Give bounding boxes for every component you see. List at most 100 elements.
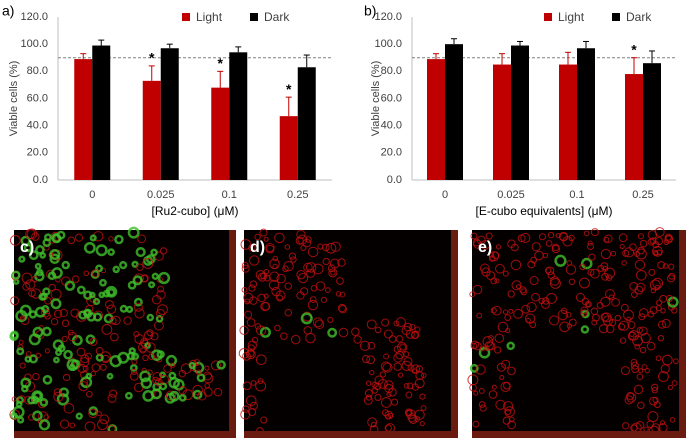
x-tick-label: 0.025 (147, 189, 175, 201)
cell (240, 239, 252, 250)
cell (89, 234, 97, 242)
legend-label: Dark (626, 10, 652, 24)
cell (19, 315, 25, 321)
cell (90, 370, 96, 377)
cell (263, 293, 269, 299)
cell (590, 228, 599, 237)
cell (195, 369, 202, 376)
error-bar (433, 53, 439, 60)
cell (673, 358, 679, 365)
cell (655, 355, 662, 362)
cell (420, 405, 427, 411)
cell (61, 335, 68, 342)
cell (652, 249, 659, 256)
cell (241, 264, 250, 273)
cell (119, 304, 128, 313)
cell (485, 232, 493, 240)
cell (269, 258, 280, 270)
cell (469, 363, 479, 373)
cell (152, 371, 162, 382)
cell (101, 323, 113, 335)
cell (337, 258, 346, 267)
cell (635, 421, 645, 430)
cell (109, 389, 118, 398)
cell (666, 274, 675, 283)
cell (140, 377, 153, 389)
cell (472, 238, 481, 247)
cell (504, 406, 515, 417)
cell (23, 243, 33, 253)
cell (658, 371, 669, 383)
y-tick-label: 60.0 (381, 92, 402, 104)
cell (28, 250, 39, 261)
cell (245, 349, 256, 360)
cell (671, 380, 678, 387)
cell (168, 371, 177, 380)
cell (371, 381, 378, 388)
cell (67, 332, 78, 342)
cell (288, 252, 297, 260)
cell (529, 276, 539, 286)
cell (488, 390, 498, 399)
cell (626, 391, 635, 401)
cell (608, 294, 615, 301)
cell (396, 342, 408, 353)
cell (261, 301, 271, 311)
cell (638, 313, 646, 321)
cell (534, 250, 544, 261)
cell (254, 233, 261, 241)
x-tick-label: 0.25 (632, 189, 653, 201)
cell (479, 263, 490, 274)
cell (107, 394, 117, 403)
x-axis-label: [Ru2-cubo] (μM) (152, 204, 239, 218)
cell (246, 318, 256, 327)
cell (619, 243, 625, 250)
cell (53, 309, 63, 319)
cell (600, 248, 612, 260)
cell (526, 301, 537, 313)
cell (525, 317, 531, 324)
legend-swatch (544, 13, 552, 21)
cell (151, 349, 163, 361)
cell (146, 313, 155, 322)
cell (631, 291, 638, 298)
cell (647, 310, 655, 318)
cell (131, 260, 139, 268)
cell (243, 292, 254, 303)
cell (499, 375, 505, 381)
cell (114, 234, 124, 245)
cell (478, 388, 485, 394)
cell (61, 260, 70, 270)
cell (568, 318, 577, 327)
cell (48, 283, 56, 292)
cell (107, 248, 115, 256)
cell (544, 267, 552, 274)
side-strip (451, 230, 458, 438)
cell (579, 263, 586, 271)
cell (274, 324, 281, 332)
cell (591, 319, 598, 326)
y-tick-label: 40.0 (381, 120, 402, 132)
cell (366, 319, 377, 330)
cell (322, 257, 330, 266)
cell (108, 236, 114, 242)
cell (136, 263, 144, 272)
cell (558, 231, 568, 241)
cell (53, 356, 60, 364)
cell (124, 391, 133, 400)
cell (49, 253, 60, 265)
cell (130, 368, 138, 376)
cell (494, 278, 500, 284)
cell (605, 274, 613, 281)
cell (620, 366, 630, 376)
cell (307, 299, 319, 311)
x-tick-label: 0.25 (287, 189, 308, 201)
cell (469, 291, 476, 298)
bar (142, 80, 161, 180)
cell (580, 257, 593, 270)
cell (369, 369, 375, 376)
cell (134, 308, 145, 319)
error-bar (148, 65, 155, 81)
cell (662, 354, 673, 366)
cell (655, 305, 662, 312)
